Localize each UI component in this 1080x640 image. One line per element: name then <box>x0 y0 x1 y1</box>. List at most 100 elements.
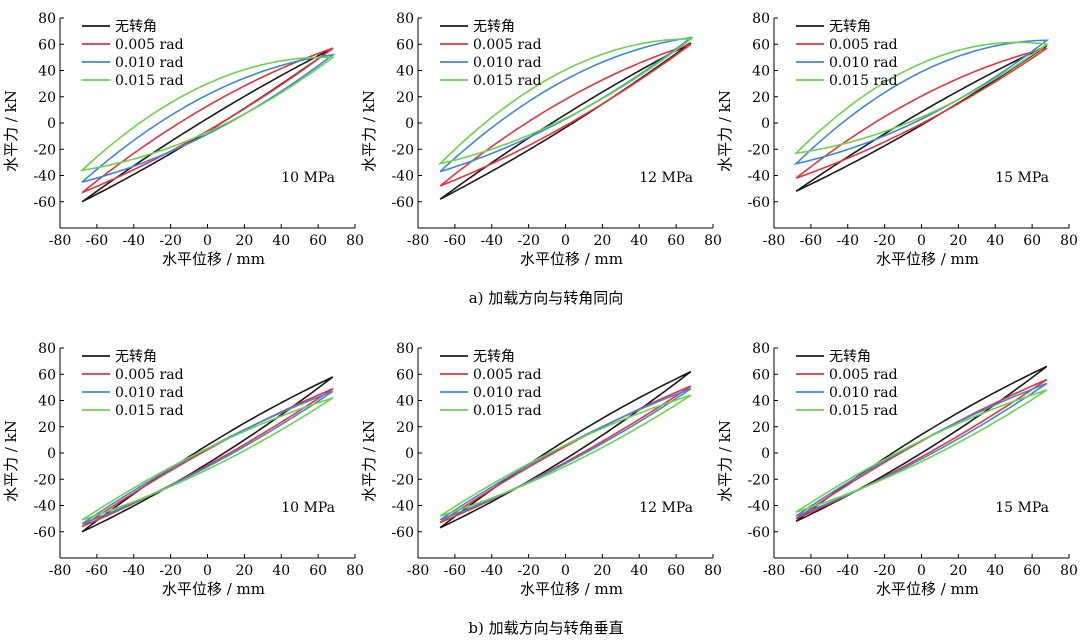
y-tick-label: -40 <box>33 499 56 515</box>
x-tick-label: -40 <box>480 233 503 249</box>
x-tick-label: 0 <box>917 233 926 249</box>
pressure-annotation: 12 MPa <box>639 170 693 186</box>
y-tick-label: -60 <box>391 525 414 541</box>
x-axis-title: 水平位移 / mm <box>876 580 979 598</box>
x-tick-label: 40 <box>986 233 1004 249</box>
y-tick-label: 80 <box>752 341 770 357</box>
x-tick-label: -60 <box>800 233 823 249</box>
y-axis-title: 水平力 / kN <box>2 90 20 172</box>
y-tick-label: 80 <box>396 341 414 357</box>
x-tick-label: -20 <box>873 563 896 579</box>
y-tick-label: 0 <box>761 446 770 462</box>
y-tick-label: -60 <box>33 195 56 211</box>
y-tick-label: 20 <box>38 420 56 436</box>
y-tick-label: 80 <box>38 341 56 357</box>
x-tick-label: 0 <box>203 233 212 249</box>
legend-label: 无转角 <box>473 19 515 35</box>
legend-label: 0.010 rad <box>115 385 184 401</box>
legend-label: 0.015 rad <box>473 73 542 89</box>
y-tick-label: 20 <box>396 420 414 436</box>
y-tick-label: 60 <box>38 367 56 383</box>
y-tick-label: 0 <box>405 446 414 462</box>
x-tick-label: -60 <box>444 563 467 579</box>
x-axis-title: 水平位移 / mm <box>520 580 623 598</box>
y-tick-label: 40 <box>752 394 770 410</box>
x-tick-label: 80 <box>346 233 364 249</box>
caption-row-b: b) 加载方向与转角垂直 <box>468 619 623 637</box>
x-tick-label: 20 <box>949 563 967 579</box>
legend-label: 0.015 rad <box>829 403 898 419</box>
x-tick-label: -40 <box>836 563 859 579</box>
y-tick-label: 40 <box>396 64 414 80</box>
pressure-annotation: 15 MPa <box>995 170 1049 186</box>
legend-label: 0.005 rad <box>829 367 898 383</box>
series-loop-0 <box>439 42 692 200</box>
x-tick-label: 0 <box>561 233 570 249</box>
y-axis-title: 水平力 / kN <box>360 90 378 172</box>
y-axis-title: 水平力 / kN <box>2 420 20 502</box>
x-tick-label: -60 <box>86 233 109 249</box>
y-tick-label: -20 <box>33 472 56 488</box>
x-tick-label: -80 <box>49 563 72 579</box>
x-tick-label: 40 <box>630 233 648 249</box>
series-loop-3 <box>793 41 1049 155</box>
y-tick-label: 0 <box>405 116 414 132</box>
series-loop-3 <box>79 56 336 172</box>
x-tick-label: -80 <box>763 563 786 579</box>
legend-label: 无转角 <box>115 19 157 35</box>
series-loop-3 <box>81 397 334 521</box>
legend-label: 0.005 rad <box>115 367 184 383</box>
series-loop-1 <box>795 47 1048 179</box>
legend-label: 0.005 rad <box>115 37 184 53</box>
chart-panel-b-0: -60 -40 -20 0 20 40 60 80 -80 -60 -40 -20 0 20 40 60 80 水… <box>2 341 364 598</box>
series-loop-1 <box>439 43 692 187</box>
x-tick-label: -80 <box>49 233 72 249</box>
y-tick-label: 60 <box>396 37 414 53</box>
legend-label: 0.010 rad <box>473 55 542 71</box>
y-tick-label: 40 <box>396 394 414 410</box>
series-loop-3 <box>795 389 1048 513</box>
y-tick-label: 20 <box>752 420 770 436</box>
y-tick-label: -20 <box>33 142 56 158</box>
y-tick-label: 20 <box>752 90 770 106</box>
x-tick-label: -60 <box>800 563 823 579</box>
y-tick-label: 40 <box>38 64 56 80</box>
x-tick-label: -60 <box>444 233 467 249</box>
y-tick-label: -40 <box>747 169 770 185</box>
x-tick-label: 60 <box>1023 233 1041 249</box>
x-tick-label: 20 <box>235 233 253 249</box>
x-tick-label: -40 <box>480 563 503 579</box>
series-loop-3 <box>437 38 694 166</box>
y-tick-label: 60 <box>752 37 770 53</box>
y-tick-label: 20 <box>38 90 56 106</box>
x-axis-title: 水平位移 / mm <box>162 250 265 268</box>
y-tick-label: 80 <box>752 11 770 27</box>
legend-label: 0.010 rad <box>829 385 898 401</box>
x-tick-label: -80 <box>407 563 430 579</box>
chart-panel-a-2: -60 -40 -20 0 20 40 60 80 -80 -60 -40 -20 0 20 40 60 80 水… <box>716 11 1078 268</box>
pressure-annotation: 12 MPa <box>639 500 693 516</box>
legend-label: 无转角 <box>473 349 515 365</box>
x-tick-label: 20 <box>235 563 253 579</box>
y-tick-label: -20 <box>391 142 414 158</box>
legend-label: 0.010 rad <box>829 55 898 71</box>
pressure-annotation: 10 MPa <box>281 170 335 186</box>
x-tick-label: 20 <box>949 233 967 249</box>
x-tick-label: -40 <box>836 233 859 249</box>
x-tick-label: -40 <box>122 563 145 579</box>
y-tick-label: -40 <box>33 169 56 185</box>
legend-label: 0.015 rad <box>115 73 184 89</box>
y-tick-label: -60 <box>391 195 414 211</box>
y-tick-label: 60 <box>38 37 56 53</box>
y-tick-label: -60 <box>747 525 770 541</box>
x-tick-label: 20 <box>593 563 611 579</box>
y-tick-label: 80 <box>396 11 414 27</box>
y-tick-label: -20 <box>747 472 770 488</box>
panels-group: -60 -40 -20 0 20 40 60 80 -80 -60 -40 -20 0 20 40 60 80 水… <box>2 11 1078 598</box>
x-tick-label: 40 <box>272 233 290 249</box>
legend-label: 0.005 rad <box>829 37 898 53</box>
chart-panel-a-0: -60 -40 -20 0 20 40 60 80 -80 -60 -40 -20 0 20 40 60 80 水… <box>2 11 364 268</box>
pressure-annotation: 10 MPa <box>281 500 335 516</box>
x-tick-label: -20 <box>159 233 182 249</box>
x-tick-label: 60 <box>667 233 685 249</box>
